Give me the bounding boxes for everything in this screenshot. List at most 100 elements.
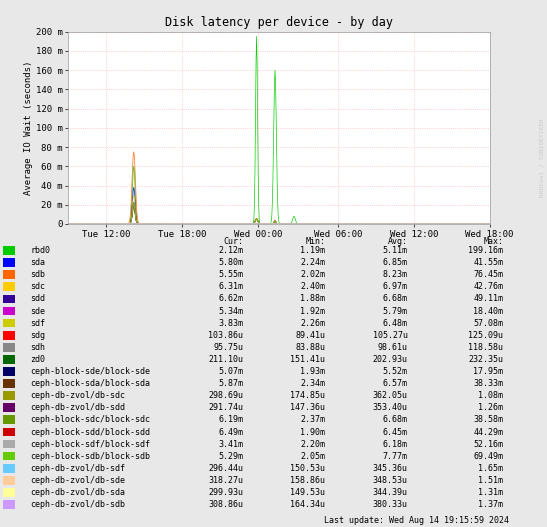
Text: 232.35u: 232.35u	[468, 355, 503, 364]
Text: 103.86u: 103.86u	[208, 331, 243, 340]
Bar	[3, 403, 15, 412]
Text: 2.40m: 2.40m	[300, 282, 325, 291]
Text: sdf: sdf	[30, 319, 45, 328]
Text: sdb: sdb	[30, 270, 45, 279]
Text: 69.49m: 69.49m	[473, 452, 503, 461]
Text: 42.76m: 42.76m	[473, 282, 503, 291]
Text: 2.26m: 2.26m	[300, 319, 325, 328]
Text: 353.40u: 353.40u	[373, 403, 408, 412]
Text: 5.29m: 5.29m	[218, 452, 243, 461]
Bar	[3, 440, 15, 448]
Bar	[3, 258, 15, 267]
Text: ceph-block-sdf/block-sdf: ceph-block-sdf/block-sdf	[30, 440, 150, 448]
Text: 6.97m: 6.97m	[382, 282, 408, 291]
Text: 6.62m: 6.62m	[218, 295, 243, 304]
Text: 362.05u: 362.05u	[373, 391, 408, 400]
Y-axis label: Average IO Wait (seconds): Average IO Wait (seconds)	[24, 61, 33, 195]
Text: 49.11m: 49.11m	[473, 295, 503, 304]
Text: 345.36u: 345.36u	[373, 464, 408, 473]
Text: 6.19m: 6.19m	[218, 415, 243, 424]
Text: 344.39u: 344.39u	[373, 488, 408, 497]
Text: 150.53u: 150.53u	[290, 464, 325, 473]
Text: 6.68m: 6.68m	[382, 295, 408, 304]
Text: 41.55m: 41.55m	[473, 258, 503, 267]
Text: ceph-db-zvol/db-sde: ceph-db-zvol/db-sde	[30, 476, 125, 485]
Text: Last update: Wed Aug 14 19:15:59 2024: Last update: Wed Aug 14 19:15:59 2024	[324, 516, 509, 525]
Text: 18.40m: 18.40m	[473, 307, 503, 316]
Bar	[3, 355, 15, 364]
Text: 5.80m: 5.80m	[218, 258, 243, 267]
Text: 5.11m: 5.11m	[382, 246, 408, 255]
Text: ceph-db-zvol/db-sdf: ceph-db-zvol/db-sdf	[30, 464, 125, 473]
Text: 52.16m: 52.16m	[473, 440, 503, 448]
Text: Avg:: Avg:	[387, 237, 408, 246]
Bar	[3, 295, 15, 303]
Bar	[3, 343, 15, 352]
Bar	[3, 331, 15, 339]
Text: 5.55m: 5.55m	[218, 270, 243, 279]
Text: 105.27u: 105.27u	[373, 331, 408, 340]
Text: 95.75u: 95.75u	[213, 343, 243, 352]
Text: ceph-db-zvol/db-sda: ceph-db-zvol/db-sda	[30, 488, 125, 497]
Text: 1.88m: 1.88m	[300, 295, 325, 304]
Text: ceph-block-sdc/block-sdc: ceph-block-sdc/block-sdc	[30, 415, 150, 424]
Text: 6.68m: 6.68m	[382, 415, 408, 424]
Bar	[3, 427, 15, 436]
Text: Max:: Max:	[483, 237, 503, 246]
Text: sdd: sdd	[30, 295, 45, 304]
Text: 7.77m: 7.77m	[382, 452, 408, 461]
Text: 380.33u: 380.33u	[373, 500, 408, 509]
Bar	[3, 379, 15, 388]
Text: 118.58u: 118.58u	[468, 343, 503, 352]
Text: 44.29m: 44.29m	[473, 427, 503, 436]
Text: ceph-block-sda/block-sda: ceph-block-sda/block-sda	[30, 379, 150, 388]
Bar	[3, 270, 15, 279]
Text: 2.12m: 2.12m	[218, 246, 243, 255]
Text: ceph-db-zvol/db-sdd: ceph-db-zvol/db-sdd	[30, 403, 125, 412]
Text: sde: sde	[30, 307, 45, 316]
Text: 308.86u: 308.86u	[208, 500, 243, 509]
Bar	[3, 464, 15, 473]
Text: sda: sda	[30, 258, 45, 267]
Text: 2.02m: 2.02m	[300, 270, 325, 279]
Text: 57.08m: 57.08m	[473, 319, 503, 328]
Text: Min:: Min:	[305, 237, 325, 246]
Text: 89.41u: 89.41u	[295, 331, 325, 340]
Text: sdc: sdc	[30, 282, 45, 291]
Text: zd0: zd0	[30, 355, 45, 364]
Text: 211.10u: 211.10u	[208, 355, 243, 364]
Text: 164.34u: 164.34u	[290, 500, 325, 509]
Bar	[3, 452, 15, 461]
Text: 5.52m: 5.52m	[382, 367, 408, 376]
Bar	[3, 391, 15, 400]
Text: 348.53u: 348.53u	[373, 476, 408, 485]
Text: 1.08m: 1.08m	[478, 391, 503, 400]
Text: 199.16m: 199.16m	[468, 246, 503, 255]
Text: 1.19m: 1.19m	[300, 246, 325, 255]
Bar	[3, 319, 15, 327]
Text: 1.93m: 1.93m	[300, 367, 325, 376]
Text: 38.33m: 38.33m	[473, 379, 503, 388]
Text: 5.87m: 5.87m	[218, 379, 243, 388]
Text: 2.20m: 2.20m	[300, 440, 325, 448]
Text: 83.88u: 83.88u	[295, 343, 325, 352]
Text: 291.74u: 291.74u	[208, 403, 243, 412]
Text: 3.41m: 3.41m	[218, 440, 243, 448]
Text: 1.65m: 1.65m	[478, 464, 503, 473]
Text: RRDtool / TOBIOETIKER: RRDtool / TOBIOETIKER	[539, 119, 544, 198]
Text: 1.92m: 1.92m	[300, 307, 325, 316]
Text: 98.61u: 98.61u	[377, 343, 408, 352]
Text: 296.44u: 296.44u	[208, 464, 243, 473]
Text: 2.24m: 2.24m	[300, 258, 325, 267]
Bar	[3, 367, 15, 376]
Text: 6.57m: 6.57m	[382, 379, 408, 388]
Text: 6.85m: 6.85m	[382, 258, 408, 267]
Text: ceph-db-zvol/db-sdc: ceph-db-zvol/db-sdc	[30, 391, 125, 400]
Text: ceph-db-zvol/db-sdb: ceph-db-zvol/db-sdb	[30, 500, 125, 509]
Bar	[3, 488, 15, 497]
Text: rbd0: rbd0	[30, 246, 50, 255]
Text: 6.49m: 6.49m	[218, 427, 243, 436]
Bar	[3, 415, 15, 424]
Text: 151.41u: 151.41u	[290, 355, 325, 364]
Text: 6.18m: 6.18m	[382, 440, 408, 448]
